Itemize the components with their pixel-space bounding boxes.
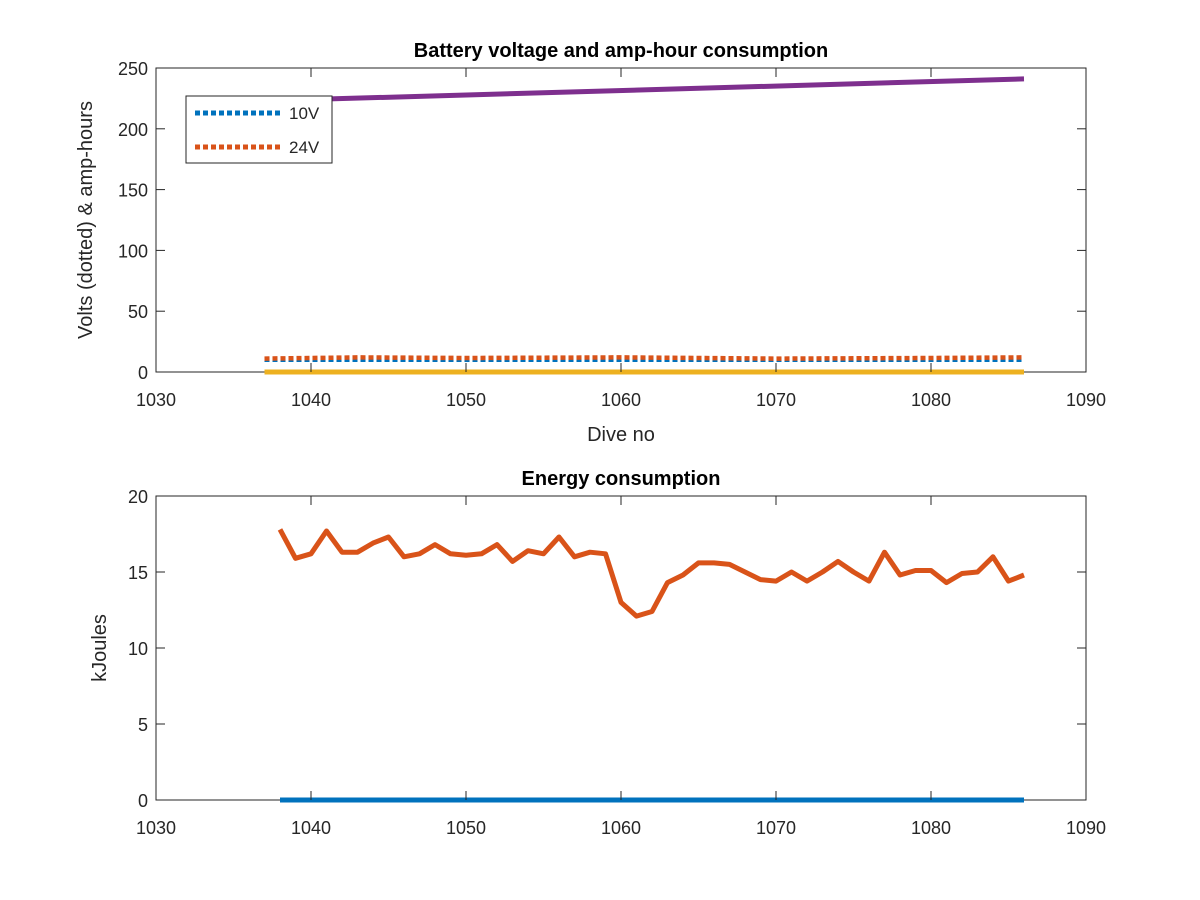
bottom-y-tick-label: 5: [138, 715, 148, 735]
bottom-series-line-1: [277, 528, 1025, 619]
bottom-x-tick-label: 1060: [601, 818, 641, 838]
bottom-series-layer: [277, 528, 1025, 803]
bottom-x-tick-label: 1090: [1066, 818, 1106, 838]
top-y-tick-label: 250: [118, 59, 148, 79]
energy-consumption-subplot: 1030 1040 1050 1060 1070 1080 1090 0 5 10 15 20 En…: [89, 468, 1106, 838]
top-x-axis-label: Dive no: [587, 424, 655, 446]
bottom-y-tick-label: 10: [128, 639, 148, 659]
bottom-y-ticks: 0 5 10 15 20: [128, 487, 1086, 811]
bottom-y-tick-label: 20: [128, 487, 148, 507]
top-x-ticks: 1030 1040 1050 1060 1070 1080 1090: [136, 68, 1106, 410]
top-y-tick-label: 100: [118, 241, 148, 261]
bottom-y-tick-label: 0: [138, 791, 148, 811]
top-x-tick-label: 1050: [446, 390, 486, 410]
top-x-tick-label: 1080: [911, 390, 951, 410]
bottom-chart-title: Energy consumption: [522, 468, 721, 490]
legend-box: [185, 95, 333, 164]
top-y-axis-label: Volts (dotted) & amp-hours: [75, 101, 97, 339]
bottom-x-ticks: 1030 1040 1050 1060 1070 1080 1090: [136, 496, 1106, 838]
top-x-tick-label: 1040: [291, 390, 331, 410]
bottom-x-tick-label: 1030: [136, 818, 176, 838]
top-x-tick-label: 1030: [136, 390, 176, 410]
bottom-x-tick-label: 1050: [446, 818, 486, 838]
bottom-x-tick-label: 1040: [291, 818, 331, 838]
bottom-y-tick-label: 15: [128, 563, 148, 583]
top-x-tick-label: 1090: [1066, 390, 1106, 410]
legend-label-10v: 10V: [289, 104, 320, 123]
top-series-layer: [264, 76, 1025, 375]
bottom-y-axis-label: kJoules: [89, 614, 111, 682]
legend: 10V 24V: [185, 95, 333, 164]
top-series-line-3: [264, 76, 1025, 104]
top-x-tick-label: 1060: [601, 390, 641, 410]
top-y-tick-label: 150: [118, 181, 148, 201]
legend-label-24v: 24V: [289, 138, 320, 157]
bottom-x-tick-label: 1080: [911, 818, 951, 838]
top-series-line-24v: [264, 355, 1025, 361]
top-x-tick-label: 1070: [756, 390, 796, 410]
bottom-x-tick-label: 1070: [756, 818, 796, 838]
top-chart-title: Battery voltage and amp-hour consumption: [414, 40, 828, 62]
top-y-tick-label: 50: [128, 302, 148, 322]
battery-voltage-subplot: 1030 1040 1050 1060 1070 1080 1090 0 50 100 150 20…: [75, 40, 1106, 446]
top-y-tick-label: 0: [138, 363, 148, 383]
bottom-axes-box: [155, 495, 1087, 801]
top-y-tick-label: 200: [118, 120, 148, 140]
top-y-ticks: 0 50 100 150 200 250: [118, 59, 1086, 383]
